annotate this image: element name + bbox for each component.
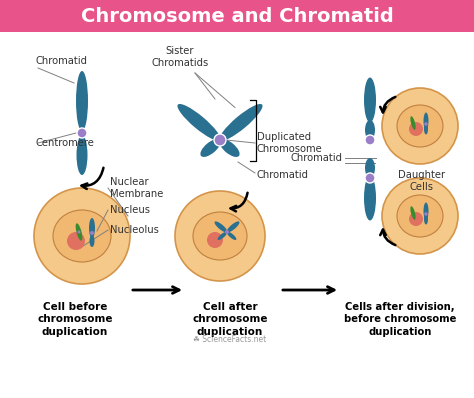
Ellipse shape	[410, 206, 416, 220]
Ellipse shape	[397, 105, 443, 147]
Text: Centromere: Centromere	[36, 138, 95, 148]
Ellipse shape	[365, 158, 375, 178]
Text: Cell after
chromosome
duplication: Cell after chromosome duplication	[192, 302, 268, 337]
Circle shape	[365, 173, 375, 183]
Ellipse shape	[364, 176, 376, 220]
Ellipse shape	[219, 104, 263, 140]
Text: Nuclear
Membrane: Nuclear Membrane	[110, 177, 164, 199]
Circle shape	[424, 122, 428, 126]
Ellipse shape	[193, 212, 247, 260]
Circle shape	[424, 212, 428, 216]
Text: Chromatid: Chromatid	[36, 56, 88, 66]
Ellipse shape	[365, 120, 375, 140]
Ellipse shape	[423, 203, 428, 220]
Text: ☘ ScienceFacts.net: ☘ ScienceFacts.net	[193, 336, 266, 345]
Circle shape	[409, 122, 423, 136]
Ellipse shape	[227, 232, 237, 240]
Text: Daughter
Cells: Daughter Cells	[399, 170, 446, 191]
Text: Nucleolus: Nucleolus	[110, 225, 159, 235]
Ellipse shape	[53, 210, 111, 262]
Circle shape	[225, 230, 229, 234]
Ellipse shape	[177, 104, 220, 140]
Ellipse shape	[397, 195, 443, 237]
Circle shape	[409, 212, 423, 226]
Ellipse shape	[76, 223, 82, 241]
Circle shape	[90, 231, 94, 235]
Circle shape	[34, 188, 130, 284]
Ellipse shape	[227, 221, 239, 232]
Ellipse shape	[219, 139, 239, 157]
Circle shape	[67, 232, 85, 250]
Text: Chromosome and Chromatid: Chromosome and Chromatid	[81, 6, 393, 25]
Ellipse shape	[76, 135, 88, 175]
Ellipse shape	[424, 123, 428, 135]
Ellipse shape	[364, 78, 376, 123]
Circle shape	[77, 128, 87, 138]
Circle shape	[382, 88, 458, 164]
Text: Chromatid: Chromatid	[291, 153, 343, 163]
Circle shape	[175, 191, 265, 281]
Ellipse shape	[424, 213, 428, 224]
Text: Duplicated
Chromosome: Duplicated Chromosome	[257, 132, 323, 154]
Ellipse shape	[215, 221, 227, 232]
Text: Cells after division,
before chromosome
duplication: Cells after division, before chromosome …	[344, 302, 456, 337]
Ellipse shape	[76, 71, 88, 131]
Ellipse shape	[423, 113, 428, 129]
Circle shape	[382, 178, 458, 254]
Text: Sister
Chromatids: Sister Chromatids	[151, 47, 209, 68]
Circle shape	[78, 230, 81, 234]
Bar	[0, 0, 474, 32]
Ellipse shape	[218, 232, 227, 240]
Ellipse shape	[201, 139, 220, 157]
Text: Nucleus: Nucleus	[110, 205, 150, 215]
Ellipse shape	[89, 218, 95, 238]
Text: Cell before
chromosome
duplication: Cell before chromosome duplication	[37, 302, 113, 337]
Circle shape	[214, 134, 226, 146]
Circle shape	[207, 232, 223, 248]
Circle shape	[365, 135, 375, 145]
Ellipse shape	[410, 116, 416, 130]
Ellipse shape	[90, 235, 94, 247]
Text: Chromatid: Chromatid	[257, 170, 309, 180]
